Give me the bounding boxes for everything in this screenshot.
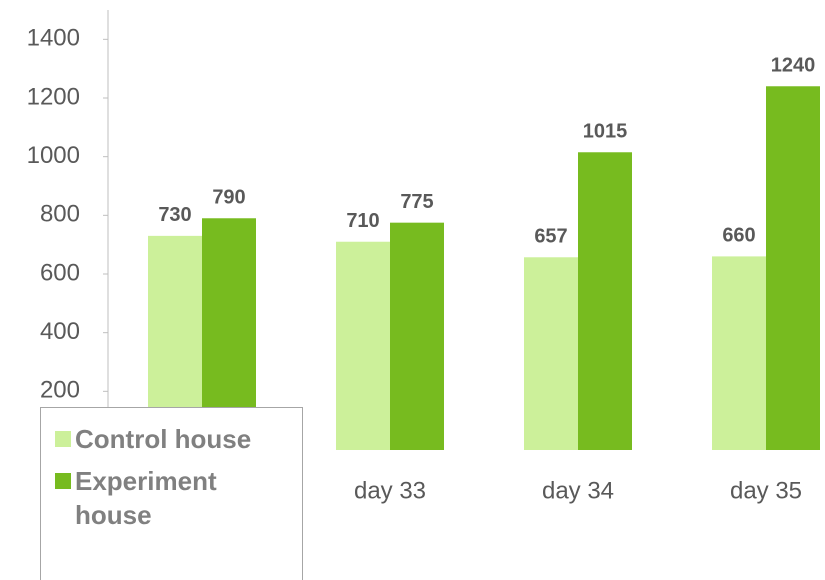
y-tick-label: 1000 [27, 142, 80, 169]
value-label: 1240 [771, 55, 816, 77]
y-tick-label: 800 [40, 201, 80, 228]
legend-label: Control house [75, 424, 252, 454]
y-tick-label: 200 [40, 377, 80, 404]
y-tick-label: 1400 [27, 25, 80, 52]
value-label: 660 [722, 225, 755, 247]
value-label: 775 [400, 191, 433, 213]
bar [336, 241, 390, 450]
bar [524, 257, 578, 450]
value-label: 1015 [583, 121, 628, 143]
y-tick-label: 600 [40, 259, 80, 286]
legend-item: Experiment house [55, 464, 296, 532]
value-label: 730 [158, 204, 191, 226]
bar [578, 152, 632, 450]
value-label: 790 [212, 187, 245, 209]
bar [390, 222, 444, 450]
y-tick-label: 400 [40, 318, 80, 345]
value-label: 657 [534, 226, 567, 248]
legend-swatch [55, 473, 71, 489]
legend-label: Experiment house [75, 466, 217, 530]
bar [766, 86, 820, 451]
legend-swatch [55, 431, 71, 447]
y-tick-label: 1200 [27, 83, 80, 110]
legend: Control house Experiment house [40, 407, 303, 580]
legend-item: Control house [55, 422, 296, 456]
bar [712, 256, 766, 450]
x-tick-label: day 34 [542, 477, 614, 504]
x-tick-label: day 35 [730, 477, 802, 504]
value-label: 710 [346, 210, 379, 232]
x-tick-label: day 33 [354, 477, 426, 504]
